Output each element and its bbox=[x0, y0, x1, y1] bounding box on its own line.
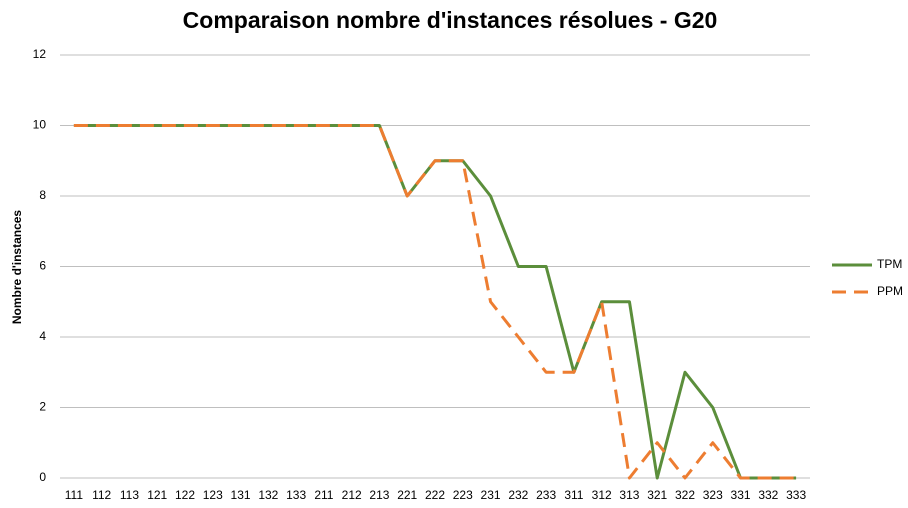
x-tick-label: 233 bbox=[536, 488, 556, 502]
x-tick-label: 211 bbox=[314, 488, 333, 502]
x-tick-label: 322 bbox=[675, 488, 695, 502]
y-tick-label: 8 bbox=[39, 188, 46, 202]
x-tick-label: 221 bbox=[397, 488, 417, 502]
x-tick-label: 133 bbox=[286, 488, 306, 502]
chart-title: Comparaison nombre d'instances résolues … bbox=[183, 7, 718, 33]
series-line bbox=[73, 124, 797, 480]
x-tick-label: 313 bbox=[619, 488, 639, 502]
x-tick-label: 212 bbox=[342, 488, 362, 502]
y-axis-label: Nombre d'instances bbox=[10, 210, 24, 325]
x-tick-label: 223 bbox=[453, 488, 473, 502]
x-tick-label: 132 bbox=[258, 488, 278, 502]
legend-label: TPM bbox=[877, 257, 902, 271]
y-tick-label: 6 bbox=[39, 259, 46, 273]
x-tick-label: 232 bbox=[508, 488, 528, 502]
x-tick-label: 122 bbox=[175, 488, 195, 502]
x-tick-label: 222 bbox=[425, 488, 445, 502]
x-tick-label: 323 bbox=[703, 488, 723, 502]
x-tick-label: 121 bbox=[147, 488, 167, 502]
y-tick-label: 4 bbox=[39, 329, 46, 343]
x-tick-label: 113 bbox=[120, 488, 139, 502]
y-tick-label: 10 bbox=[33, 118, 47, 132]
x-tick-label: 213 bbox=[369, 488, 389, 502]
x-tick-label: 112 bbox=[92, 488, 111, 502]
x-tick-label: 332 bbox=[758, 488, 778, 502]
x-tick-label: 312 bbox=[592, 488, 612, 502]
y-tick-label: 12 bbox=[33, 47, 47, 61]
legend-label: PPM bbox=[877, 284, 903, 298]
series-line bbox=[73, 124, 797, 480]
y-tick-label: 2 bbox=[39, 400, 46, 414]
x-tick-label: 231 bbox=[481, 488, 501, 502]
y-tick-label: 0 bbox=[39, 470, 46, 484]
x-tick-label: 331 bbox=[731, 488, 751, 502]
x-tick-label: 321 bbox=[647, 488, 667, 502]
x-tick-label: 123 bbox=[203, 488, 223, 502]
x-tick-label: 111 bbox=[65, 488, 84, 502]
x-tick-label: 131 bbox=[231, 488, 251, 502]
x-tick-label: 333 bbox=[786, 488, 806, 502]
x-tick-label: 311 bbox=[564, 488, 583, 502]
